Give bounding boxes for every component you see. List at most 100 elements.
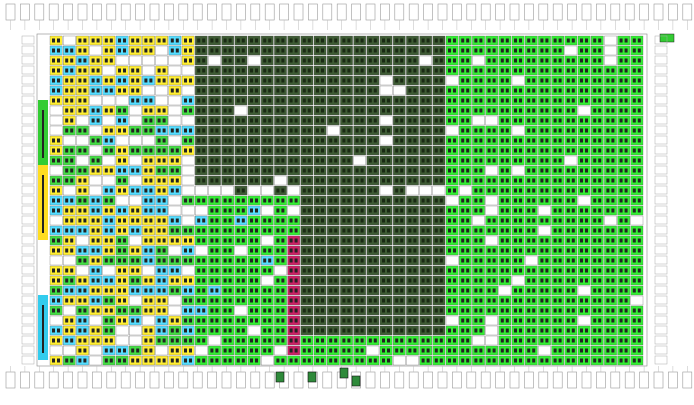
- cell-glyph: [373, 158, 377, 163]
- cell-glyph: [307, 128, 311, 133]
- cell-glyph: [223, 238, 227, 243]
- cell-glyph: [500, 278, 504, 283]
- cell-glyph: [558, 188, 562, 193]
- cell-glyph: [65, 68, 69, 73]
- placed-cell: [195, 155, 208, 166]
- placed-cell: [274, 355, 287, 366]
- placed-cell: [485, 165, 498, 176]
- placed-cell: [234, 105, 248, 116]
- cell-glyph: [250, 158, 253, 163]
- placed-cell: [340, 335, 353, 346]
- placed-cell: [129, 335, 142, 346]
- placed-cell: [49, 305, 63, 316]
- cell-glyph: [553, 238, 557, 243]
- placed-cell: [630, 335, 644, 346]
- cell-glyph: [118, 78, 121, 83]
- cell-glyph: [421, 258, 425, 263]
- cell-glyph: [281, 208, 285, 213]
- cell-glyph: [202, 78, 206, 83]
- placed-cell: [379, 135, 393, 146]
- cell-glyph: [606, 288, 610, 293]
- cell-glyph: [355, 188, 359, 193]
- cell-glyph: [109, 148, 113, 153]
- io-pad: [654, 265, 668, 275]
- cell-glyph: [123, 258, 126, 263]
- cell-glyph: [78, 358, 82, 363]
- cell-glyph: [434, 48, 438, 53]
- cell-glyph: [149, 38, 153, 43]
- placed-cell: [459, 175, 472, 186]
- cell-glyph: [619, 168, 623, 173]
- placed-cell: [498, 125, 512, 136]
- placed-cell: [181, 85, 195, 96]
- cell-glyph: [566, 68, 570, 73]
- cell-glyph: [157, 308, 161, 313]
- cell-glyph: [585, 308, 588, 313]
- cell-glyph: [580, 268, 583, 273]
- cell-glyph: [606, 308, 610, 313]
- cell-glyph: [241, 138, 245, 143]
- placed-cell: [419, 35, 432, 46]
- cell-glyph: [334, 358, 338, 363]
- cell-glyph: [492, 58, 496, 63]
- cell-glyph: [149, 198, 153, 203]
- placed-cell: [472, 285, 485, 296]
- cell-glyph: [144, 148, 148, 153]
- placed-cell: [577, 215, 591, 226]
- cell-glyph: [448, 288, 451, 293]
- placed-cell: [168, 155, 182, 166]
- io-pad: [654, 335, 668, 345]
- cell-glyph: [215, 268, 219, 273]
- cell-glyph: [57, 298, 60, 303]
- placed-cell: [366, 305, 380, 316]
- placed-cell: [498, 165, 512, 176]
- placed-cell: [406, 45, 419, 56]
- cell-glyph: [413, 288, 417, 293]
- cell-glyph: [408, 338, 412, 343]
- cell-glyph: [413, 198, 417, 203]
- cell-glyph: [149, 48, 153, 53]
- cell-glyph: [281, 168, 285, 173]
- placed-cell: [630, 245, 644, 256]
- cell-glyph: [321, 98, 324, 103]
- cell-glyph: [175, 178, 179, 183]
- cell-glyph: [466, 138, 470, 143]
- io-pad: [21, 295, 35, 305]
- cell-glyph: [236, 358, 240, 363]
- placed-cell: [617, 285, 630, 296]
- cell-glyph: [65, 78, 69, 83]
- placed-cell: [115, 115, 129, 126]
- cell-glyph: [228, 168, 232, 173]
- placed-cell: [617, 305, 630, 316]
- cell-glyph: [479, 288, 483, 293]
- cell-glyph: [360, 218, 364, 223]
- cell-glyph: [197, 148, 201, 153]
- cell-glyph: [175, 288, 179, 293]
- placed-cell: [393, 85, 406, 96]
- cell-glyph: [83, 208, 87, 213]
- cell-glyph: [78, 338, 82, 343]
- cell-glyph: [585, 68, 588, 73]
- cell-glyph: [355, 228, 359, 233]
- placed-cell: [274, 165, 287, 176]
- cell-glyph: [611, 298, 615, 303]
- placed-cell: [115, 215, 129, 226]
- cell-glyph: [321, 158, 324, 163]
- placed-cell: [63, 215, 76, 226]
- placed-cell: [419, 285, 432, 296]
- placed-cell: [181, 235, 195, 246]
- cell-glyph: [387, 258, 390, 263]
- placed-cell: [511, 225, 525, 236]
- cell-glyph: [466, 88, 470, 93]
- placed-cell: [115, 75, 129, 86]
- cell-glyph: [382, 278, 385, 283]
- placed-cell: [630, 215, 644, 226]
- cell-glyph: [149, 158, 153, 163]
- cell-glyph: [585, 58, 588, 63]
- cell-glyph: [255, 348, 258, 353]
- cell-glyph: [276, 128, 280, 133]
- cell-glyph: [91, 138, 95, 143]
- cell-glyph: [408, 118, 412, 123]
- cell-glyph: [202, 318, 206, 323]
- placed-cell: [419, 215, 432, 226]
